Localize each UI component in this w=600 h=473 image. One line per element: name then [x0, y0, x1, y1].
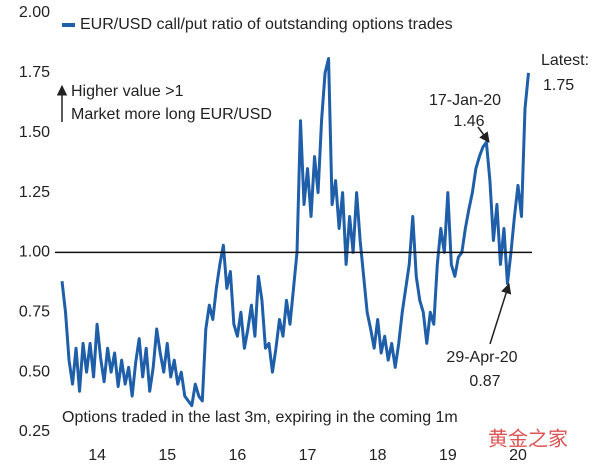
y-tick-label: 0.75 [19, 304, 50, 321]
arrow [477, 126, 490, 143]
y-tick-label: 1.75 [19, 64, 50, 81]
x-tick-label: 17 [299, 447, 317, 464]
x-tick-label: 18 [369, 447, 387, 464]
annotation: Higher value >1 [71, 83, 184, 100]
x-tick-label: 19 [439, 447, 457, 464]
annotation: Latest: [541, 52, 589, 69]
y-tick-label: 1.00 [19, 244, 50, 261]
y-tick-label: 2.00 [19, 4, 50, 21]
x-tick-label: 14 [88, 447, 106, 464]
x-tick-label: 20 [509, 447, 527, 464]
annotation: 1.46 [453, 113, 484, 130]
watermark: 黄金之家 [488, 427, 568, 450]
legend-label: EUR/USD call/put ratio of outstanding op… [80, 16, 453, 33]
x-tick-label: 15 [158, 447, 176, 464]
arrow [489, 282, 512, 345]
annotation: 0.87 [469, 373, 500, 390]
footnote: Options traded in the last 3m, expiring … [62, 409, 458, 426]
annotation: 29-Apr-20 [446, 349, 517, 366]
annotation: Market more long EUR/USD [71, 106, 272, 123]
y-tick-label: 0.25 [19, 423, 50, 440]
y-tick-label: 1.25 [19, 184, 50, 201]
annotation: 17-Jan-20 [429, 92, 501, 109]
annotation: 1.75 [543, 77, 574, 94]
y-tick-label: 1.50 [19, 124, 50, 141]
x-tick-label: 16 [228, 447, 246, 464]
y-tick-label: 0.50 [19, 363, 50, 380]
